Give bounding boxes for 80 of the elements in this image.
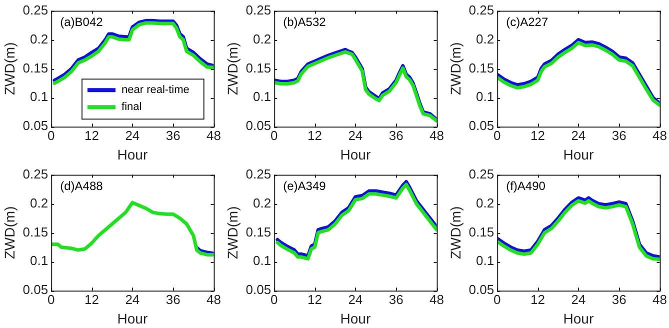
x-tick-label: 24 xyxy=(348,292,363,307)
y-tick-label: 0.2 xyxy=(30,195,48,210)
y-tick-label: 0.2 xyxy=(476,31,494,46)
y-tick-label: 0.05 xyxy=(22,282,48,298)
y-tick-label: 0.25 xyxy=(468,2,494,18)
y-tick-label: 0.2 xyxy=(30,31,48,46)
x-tick-label: 0 xyxy=(270,292,278,307)
y-tick-label: 0.1 xyxy=(30,253,48,268)
y-tick-label: 0.15 xyxy=(468,224,494,240)
y-tick-label: 0.1 xyxy=(476,253,494,268)
y-tick-label: 0.2 xyxy=(253,31,272,46)
y-tick-label: 0.15 xyxy=(22,224,48,240)
x-axis-title: Hour xyxy=(563,146,594,162)
x-tick-label: 12 xyxy=(308,128,322,143)
x-tick-label: 12 xyxy=(530,128,546,143)
y-tick-label: 0.1 xyxy=(30,89,48,104)
x-tick-label: 36 xyxy=(388,128,404,143)
y-tick-label: 0.2 xyxy=(476,195,494,210)
chart-title: (b)A532 xyxy=(283,15,326,30)
chart-title: (c)A227 xyxy=(506,15,548,30)
x-tick-label: 48 xyxy=(430,292,444,307)
y-axis-title: ZWD(m) xyxy=(1,42,18,96)
x-axis-title: Hour xyxy=(117,146,148,162)
x-axis-title: Hour xyxy=(340,146,371,162)
y-axis-title: ZWD(m) xyxy=(447,206,464,260)
y-axis-title: ZWD(m) xyxy=(1,206,18,260)
x-tick-label: 48 xyxy=(652,128,668,143)
y-tick-label: 0.25 xyxy=(22,166,48,182)
x-tick-label: 0 xyxy=(47,292,55,307)
x-tick-label: 48 xyxy=(206,292,222,307)
x-tick-label: 12 xyxy=(84,128,100,143)
x-tick-label: 0 xyxy=(270,128,278,143)
x-tick-label: 36 xyxy=(612,292,626,307)
y-tick-label: 0.2 xyxy=(253,195,272,210)
x-tick-label: 0 xyxy=(493,128,501,143)
y-axis-title: ZWD(m) xyxy=(447,42,464,96)
y-tick-label: 0.05 xyxy=(22,118,48,134)
x-tick-label: 48 xyxy=(206,128,222,143)
legend-label: near real-time xyxy=(122,84,190,96)
y-tick-label: 0.1 xyxy=(253,253,272,268)
y-tick-label: 0.05 xyxy=(246,118,272,134)
x-tick-label: 36 xyxy=(166,128,180,143)
chart-title: (f)A490 xyxy=(506,179,546,194)
y-tick-label: 0.1 xyxy=(476,89,494,104)
y-tick-label: 0.15 xyxy=(468,60,494,76)
y-tick-label: 0.25 xyxy=(22,2,48,18)
chart-title: (a)B042 xyxy=(60,15,104,30)
y-axis-title: ZWD(m) xyxy=(224,42,240,96)
x-axis-title: Hour xyxy=(117,310,148,326)
chart-title: (d)A488 xyxy=(60,179,104,194)
x-tick-label: 36 xyxy=(612,128,626,143)
x-tick-label: 24 xyxy=(125,128,140,143)
y-tick-label: 0.15 xyxy=(22,60,48,76)
x-tick-label: 48 xyxy=(430,128,444,143)
x-tick-label: 12 xyxy=(84,292,100,307)
x-tick-label: 24 xyxy=(571,128,586,143)
x-tick-label: 36 xyxy=(388,292,404,307)
x-axis-title: Hour xyxy=(340,310,371,326)
y-tick-label: 0.15 xyxy=(246,224,272,240)
y-tick-label: 0.05 xyxy=(468,282,494,298)
x-axis-title: Hour xyxy=(563,310,594,326)
x-tick-label: 24 xyxy=(571,292,586,307)
y-tick-label: 0.15 xyxy=(246,60,272,76)
x-tick-label: 48 xyxy=(652,292,668,307)
x-tick-label: 0 xyxy=(47,128,55,143)
y-tick-label: 0.25 xyxy=(246,2,272,18)
x-tick-label: 36 xyxy=(166,292,180,307)
x-tick-label: 12 xyxy=(530,292,546,307)
y-tick-label: 0.05 xyxy=(468,118,494,134)
y-axis-title: ZWD(m) xyxy=(224,206,240,260)
y-tick-label: 0.25 xyxy=(468,166,494,182)
y-tick-label: 0.05 xyxy=(246,282,272,298)
x-tick-label: 0 xyxy=(493,292,501,307)
y-tick-label: 0.1 xyxy=(253,89,272,104)
legend-label: final xyxy=(122,101,142,114)
x-tick-label: 24 xyxy=(348,128,363,143)
y-tick-label: 0.25 xyxy=(246,166,272,182)
chart-title: (e)A349 xyxy=(283,179,326,194)
x-tick-label: 12 xyxy=(308,292,322,307)
x-tick-label: 24 xyxy=(125,292,140,307)
